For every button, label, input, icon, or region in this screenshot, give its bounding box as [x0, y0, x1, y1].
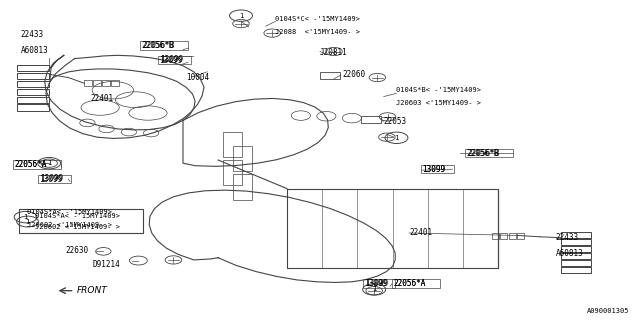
- Text: 22056*A: 22056*A: [14, 160, 47, 169]
- Text: 1: 1: [394, 135, 399, 141]
- Bar: [140, 41, 188, 50]
- Bar: [392, 279, 440, 288]
- Text: 22056*B: 22056*B: [141, 41, 174, 50]
- Text: 13099: 13099: [365, 279, 388, 288]
- Bar: [233, 146, 252, 171]
- Text: 0104S*C< -'15MY1409>: 0104S*C< -'15MY1409>: [275, 16, 360, 22]
- Bar: [38, 175, 72, 183]
- Text: 1: 1: [25, 219, 30, 225]
- Text: FRONT: FRONT: [77, 286, 108, 295]
- Text: 13099: 13099: [422, 165, 445, 174]
- Text: 13099: 13099: [365, 279, 388, 288]
- Text: 0104S*A< -'15MY1409>: 0104S*A< -'15MY1409>: [27, 209, 112, 215]
- Text: 1: 1: [372, 286, 376, 292]
- Bar: [561, 253, 591, 259]
- Text: D91214: D91214: [93, 260, 120, 269]
- Bar: [84, 80, 92, 86]
- Bar: [362, 116, 381, 123]
- Text: 1: 1: [239, 13, 243, 19]
- Text: 1: 1: [23, 214, 28, 220]
- Bar: [561, 246, 591, 252]
- Text: 0104S*B< -'15MY1409>: 0104S*B< -'15MY1409>: [396, 87, 481, 93]
- Text: A60813: A60813: [20, 46, 48, 55]
- Text: 22401: 22401: [91, 94, 114, 103]
- Bar: [223, 160, 242, 185]
- Bar: [93, 80, 100, 86]
- Text: J20602 <'15MY1409- >: J20602 <'15MY1409- >: [27, 222, 112, 228]
- Text: 13099: 13099: [159, 56, 182, 65]
- Bar: [561, 260, 591, 266]
- Bar: [561, 239, 591, 245]
- Bar: [420, 165, 454, 173]
- Bar: [517, 233, 524, 239]
- Text: J20603 <'15MY1409- >: J20603 <'15MY1409- >: [396, 100, 481, 106]
- Text: 22056*B: 22056*B: [142, 41, 175, 50]
- Bar: [492, 233, 499, 239]
- Bar: [17, 73, 49, 79]
- Bar: [509, 233, 516, 239]
- Text: 10004: 10004: [186, 73, 209, 82]
- Bar: [17, 105, 49, 111]
- Text: 13099: 13099: [422, 165, 445, 174]
- Text: 22401: 22401: [409, 228, 433, 237]
- Text: J2088  <'15MY1409- >: J2088 <'15MY1409- >: [275, 28, 360, 35]
- Bar: [223, 132, 242, 157]
- Text: 0104S*A< -'15MY1409>: 0104S*A< -'15MY1409>: [35, 213, 120, 219]
- Text: J20602 <'15MY1409- >: J20602 <'15MY1409- >: [35, 224, 120, 230]
- Bar: [561, 232, 591, 238]
- Text: 1: 1: [47, 160, 51, 166]
- Text: J20811: J20811: [320, 48, 348, 57]
- Text: 22056*B: 22056*B: [467, 149, 500, 158]
- Text: 22056*A: 22056*A: [394, 279, 426, 288]
- Bar: [320, 72, 340, 79]
- Bar: [158, 56, 191, 64]
- Text: 22630: 22630: [65, 246, 88, 255]
- Bar: [111, 80, 118, 86]
- Bar: [17, 97, 49, 103]
- Bar: [465, 149, 513, 157]
- Text: A60813: A60813: [556, 249, 584, 258]
- Bar: [13, 160, 61, 169]
- Text: 22053: 22053: [384, 117, 407, 126]
- Bar: [17, 81, 49, 87]
- Bar: [17, 89, 49, 95]
- Bar: [561, 267, 591, 273]
- Bar: [500, 233, 508, 239]
- Text: 13099: 13099: [40, 174, 63, 183]
- Text: 22433: 22433: [556, 233, 579, 242]
- Bar: [17, 65, 49, 71]
- Text: 22056*A: 22056*A: [394, 279, 426, 288]
- Text: A090001305: A090001305: [586, 308, 629, 314]
- Text: 22433: 22433: [20, 30, 44, 39]
- Text: 13099: 13099: [160, 55, 183, 64]
- Text: 22060: 22060: [342, 70, 365, 79]
- Text: 13099: 13099: [40, 174, 63, 184]
- Bar: [102, 80, 109, 86]
- Text: 22056*A: 22056*A: [15, 160, 47, 169]
- Bar: [19, 209, 143, 233]
- Bar: [364, 279, 395, 288]
- Bar: [233, 174, 252, 200]
- Text: 22056*B: 22056*B: [467, 149, 499, 158]
